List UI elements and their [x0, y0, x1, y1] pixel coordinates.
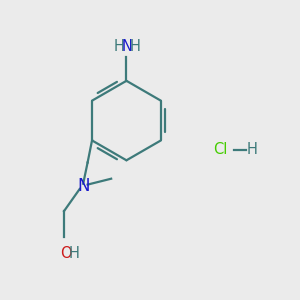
Text: N: N [122, 39, 133, 54]
Text: Cl: Cl [214, 142, 228, 158]
Text: H: H [246, 142, 257, 158]
Text: N: N [77, 177, 89, 195]
Text: O: O [61, 246, 72, 261]
Text: H: H [68, 246, 79, 261]
Text: H: H [114, 39, 124, 54]
Text: H: H [129, 39, 140, 54]
